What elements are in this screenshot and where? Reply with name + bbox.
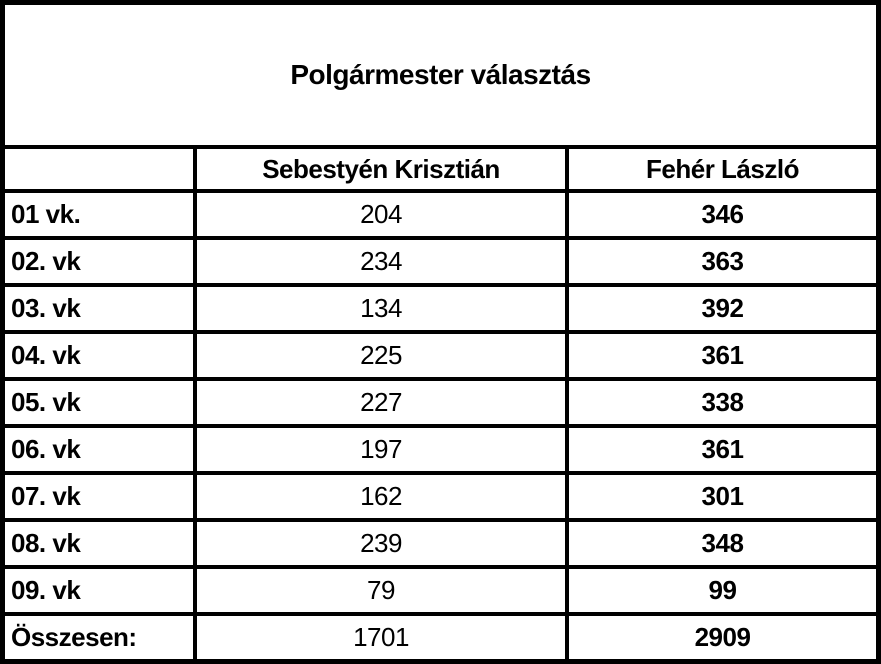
sebestyen-votes: 134 [193, 283, 569, 334]
row-label: 07. vk [0, 471, 198, 522]
feher-votes: 301 [564, 471, 881, 522]
row-label: 02. vk [0, 236, 198, 287]
header-empty-cell [0, 145, 198, 193]
table-row: 06. vk 197 361 [0, 424, 881, 475]
row-label: 06. vk [0, 424, 198, 475]
total-row: Összesen: 1701 2909 [0, 612, 881, 664]
header-row: Sebestyén Krisztián Fehér László [0, 145, 881, 193]
sebestyen-votes: 162 [193, 471, 569, 522]
sebestyen-votes: 227 [193, 377, 569, 428]
row-label: 01 vk. [0, 189, 198, 240]
feher-total-votes: 2909 [564, 612, 881, 664]
table-row: 09. vk 79 99 [0, 565, 881, 616]
table-row: 01 vk. 204 346 [0, 189, 881, 240]
table-row: 04. vk 225 361 [0, 330, 881, 381]
feher-votes: 99 [564, 565, 881, 616]
row-label: 04. vk [0, 330, 198, 381]
sebestyen-votes: 197 [193, 424, 569, 475]
sebestyen-votes: 239 [193, 518, 569, 569]
table-row: 03. vk 134 392 [0, 283, 881, 334]
page-title: Polgármester választás [0, 0, 881, 149]
sebestyen-votes: 204 [193, 189, 569, 240]
feher-votes: 392 [564, 283, 881, 334]
feher-votes: 348 [564, 518, 881, 569]
feher-votes: 338 [564, 377, 881, 428]
header-candidate-sebestyen: Sebestyén Krisztián [193, 145, 569, 193]
table-row: 02. vk 234 363 [0, 236, 881, 287]
sebestyen-total-votes: 1701 [193, 612, 569, 664]
row-label: 08. vk [0, 518, 198, 569]
row-label: 09. vk [0, 565, 198, 616]
feher-votes: 361 [564, 424, 881, 475]
feher-votes: 361 [564, 330, 881, 381]
table-row: 07. vk 162 301 [0, 471, 881, 522]
title-row: Polgármester választás [0, 0, 881, 149]
row-label: 03. vk [0, 283, 198, 334]
sebestyen-votes: 225 [193, 330, 569, 381]
sebestyen-votes: 234 [193, 236, 569, 287]
feher-votes: 346 [564, 189, 881, 240]
sebestyen-votes: 79 [193, 565, 569, 616]
header-candidate-feher: Fehér László [564, 145, 881, 193]
total-label: Összesen: [0, 612, 198, 664]
feher-votes: 363 [564, 236, 881, 287]
table-row: 08. vk 239 348 [0, 518, 881, 569]
row-label: 05. vk [0, 377, 198, 428]
table-row: 05. vk 227 338 [0, 377, 881, 428]
